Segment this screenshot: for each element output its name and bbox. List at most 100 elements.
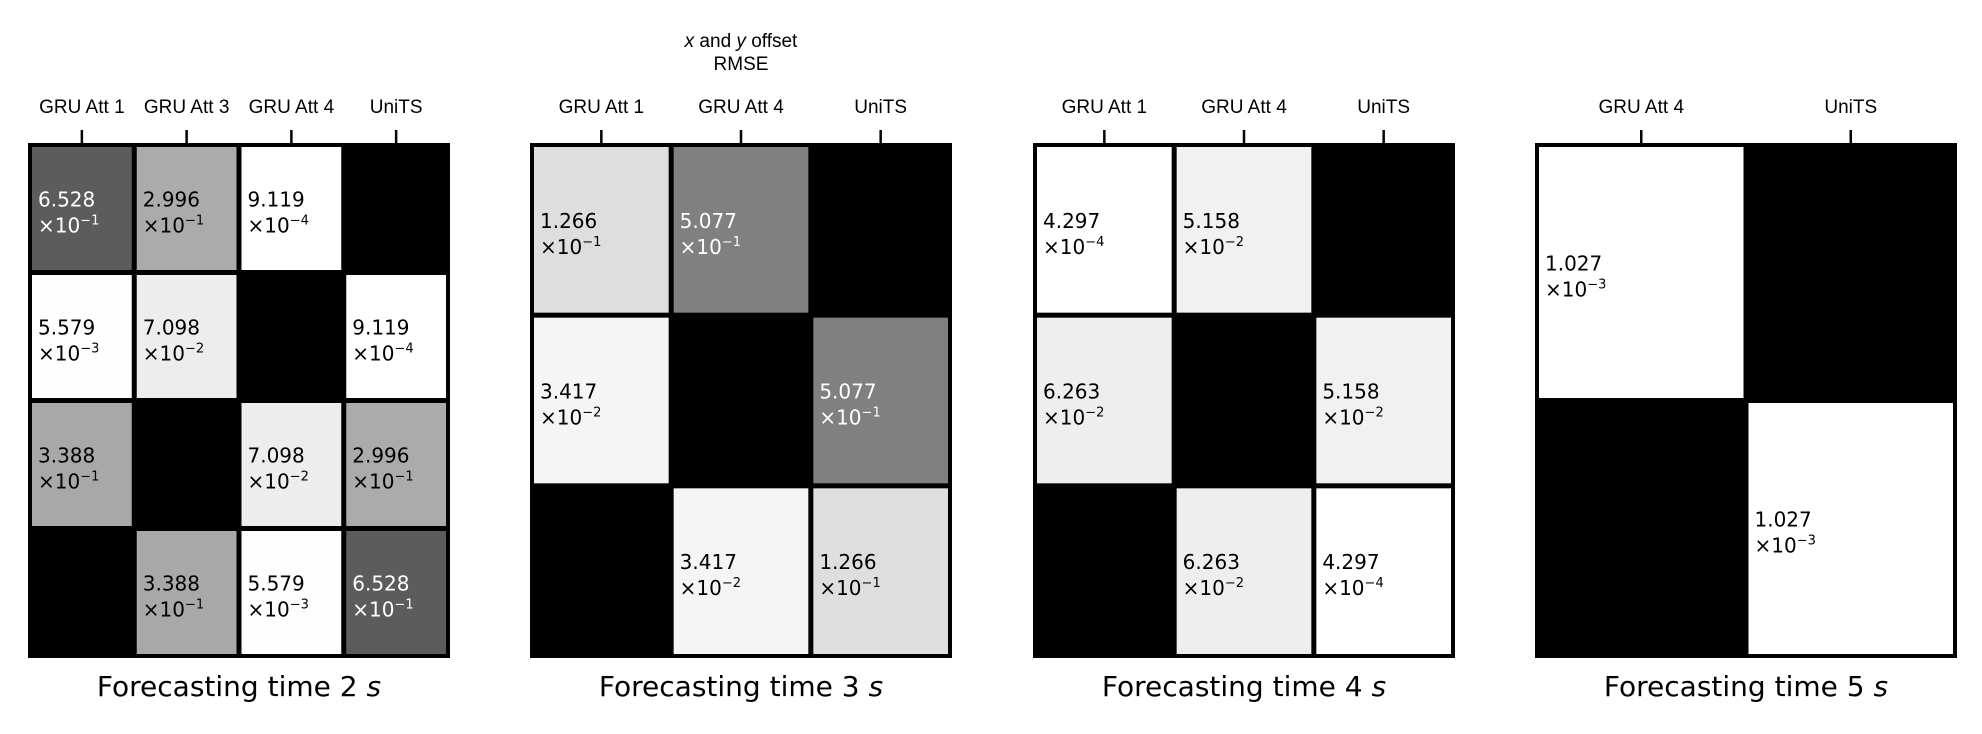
cell-value-mantissa: 1.266 bbox=[819, 550, 876, 574]
cell-value-mantissa: 2.996 bbox=[143, 188, 200, 212]
cell-value-mantissa: 5.158 bbox=[1322, 380, 1379, 404]
column-label: GRU Att 1 bbox=[1062, 97, 1148, 118]
cell-value-mantissa: 6.528 bbox=[352, 572, 409, 596]
heatmap-cell bbox=[534, 147, 669, 313]
cell-value-mantissa: 4.297 bbox=[1322, 550, 1379, 574]
heatmap-cell bbox=[32, 147, 132, 270]
heatmap-panels: GRU Att 1 GRU Att 3 GRU Att 4 UniTS6.528×10… bbox=[28, 97, 1957, 703]
cell-value-exponent: ×10−3 bbox=[248, 598, 309, 622]
heatmap-cell bbox=[346, 403, 446, 526]
heatmap-cell bbox=[534, 317, 669, 484]
cell-value-mantissa: 9.119 bbox=[248, 188, 305, 212]
heatmap-cell bbox=[1037, 147, 1172, 313]
cell-value-exponent: ×10−4 bbox=[1322, 576, 1383, 600]
heatmap-cell bbox=[1176, 488, 1312, 654]
cell-value-exponent: ×10−2 bbox=[1183, 576, 1244, 600]
cell-value-mantissa: 3.417 bbox=[680, 550, 737, 574]
cell-value-mantissa: 6.263 bbox=[1183, 550, 1240, 574]
panel-title: Forecasting time 2 s bbox=[97, 670, 381, 703]
cell-value-mantissa: 1.027 bbox=[1755, 508, 1812, 532]
column-label: GRU Att 1 bbox=[559, 97, 645, 118]
panel-title: Forecasting time 4 s bbox=[1102, 670, 1386, 703]
cell-value-exponent: ×10−3 bbox=[1545, 278, 1606, 302]
cell-value-exponent: ×10−4 bbox=[1043, 235, 1104, 259]
heatmap-cell bbox=[813, 317, 948, 484]
heatmap-cell bbox=[673, 488, 809, 654]
cell-value-exponent: ×10−1 bbox=[143, 598, 204, 622]
heatmap-cell bbox=[813, 488, 948, 654]
cell-value-exponent: ×10−1 bbox=[680, 235, 741, 259]
heatmap-cell bbox=[241, 147, 342, 270]
heatmap-cell bbox=[346, 275, 446, 398]
heatmap-cell bbox=[673, 147, 809, 313]
heatmap-cell bbox=[1316, 488, 1451, 654]
cell-value-mantissa: 2.996 bbox=[352, 444, 409, 468]
cell-value-mantissa: 6.263 bbox=[1043, 380, 1100, 404]
heatmap-cell bbox=[32, 275, 132, 398]
figure-title-x: x bbox=[684, 31, 696, 52]
heatmap-cell bbox=[1748, 403, 1953, 654]
cell-value-exponent: ×10−2 bbox=[143, 342, 204, 366]
cell-value-exponent: ×10−2 bbox=[1322, 406, 1383, 430]
heatmap-panel-1: GRU Att 1 GRU Att 3 GRU Att 4 UniTS6.528×10… bbox=[28, 97, 450, 703]
column-label: GRU Att 4 bbox=[698, 97, 784, 118]
column-label: GRU Att 4 bbox=[249, 97, 335, 118]
heatmap-cell bbox=[1316, 317, 1451, 484]
cell-value-exponent: ×10−3 bbox=[1755, 534, 1816, 558]
cell-value-exponent: ×10−1 bbox=[352, 598, 413, 622]
cell-value-exponent: ×10−1 bbox=[819, 576, 880, 600]
column-label: UniTS bbox=[370, 97, 423, 118]
heatmap-panel-2: GRU Att 1 GRU Att 4 UniTS1.266×10−15.077×1… bbox=[530, 97, 952, 703]
cell-value-mantissa: 9.119 bbox=[352, 316, 409, 340]
cell-value-mantissa: 5.077 bbox=[680, 209, 737, 233]
cell-value-exponent: ×10−1 bbox=[352, 470, 413, 494]
column-label: UniTS bbox=[854, 97, 907, 118]
cell-value-mantissa: 6.528 bbox=[38, 188, 95, 212]
cell-value-exponent: ×10−1 bbox=[819, 406, 880, 430]
cell-value-exponent: ×10−2 bbox=[1043, 406, 1104, 430]
cell-value-mantissa: 3.417 bbox=[540, 380, 597, 404]
heatmap-cell bbox=[136, 531, 237, 654]
heatmap-cell bbox=[1176, 147, 1312, 313]
cell-value-exponent: ×10−1 bbox=[38, 214, 99, 238]
heatmap-cell bbox=[241, 531, 342, 654]
heatmap-cell bbox=[1037, 317, 1172, 484]
cell-value-exponent: ×10−1 bbox=[540, 235, 601, 259]
cell-value-exponent: ×10−1 bbox=[143, 214, 204, 238]
cell-value-mantissa: 3.388 bbox=[143, 572, 200, 596]
cell-value-mantissa: 5.579 bbox=[248, 572, 305, 596]
cell-value-exponent: ×10−2 bbox=[1183, 235, 1244, 259]
cell-value-exponent: ×10−2 bbox=[680, 576, 741, 600]
heatmap-panel-4: GRU Att 4 UniTS1.027×10−31.027×10−3Foreca… bbox=[1535, 97, 1957, 703]
heatmap-cell bbox=[1539, 147, 1744, 398]
cell-value-mantissa: 5.158 bbox=[1183, 209, 1240, 233]
cell-value-exponent: ×10−2 bbox=[248, 470, 309, 494]
cell-value-mantissa: 5.077 bbox=[819, 380, 876, 404]
heatmap-cell bbox=[346, 531, 446, 654]
figure-title-line1: x and y offset bbox=[684, 31, 798, 52]
panel-title: Forecasting time 3 s bbox=[599, 670, 883, 703]
heatmap-panel-3: GRU Att 1 GRU Att 4 UniTS4.297×10−45.158×1… bbox=[1033, 97, 1455, 703]
panel-title: Forecasting time 5 s bbox=[1604, 670, 1888, 703]
cell-value-mantissa: 5.579 bbox=[38, 316, 95, 340]
cell-value-exponent: ×10−3 bbox=[38, 342, 99, 366]
column-label: UniTS bbox=[1824, 97, 1877, 118]
column-label: GRU Att 1 bbox=[39, 97, 125, 118]
cell-value-exponent: ×10−2 bbox=[540, 406, 601, 430]
heatmap-cell bbox=[241, 403, 342, 526]
heatmap-cell bbox=[136, 275, 237, 398]
figure-title-and: and bbox=[694, 31, 736, 52]
figure-title-y: y bbox=[734, 31, 747, 52]
figure-title-line2: RMSE bbox=[714, 54, 769, 75]
cell-value-mantissa: 1.266 bbox=[540, 209, 597, 233]
cell-value-exponent: ×10−1 bbox=[38, 470, 99, 494]
heatmap-cell bbox=[32, 403, 132, 526]
figure-title-rest: offset bbox=[746, 31, 798, 52]
cell-value-mantissa: 3.388 bbox=[38, 444, 95, 468]
column-label: GRU Att 4 bbox=[1598, 97, 1684, 118]
cell-value-mantissa: 4.297 bbox=[1043, 209, 1100, 233]
cell-value-exponent: ×10−4 bbox=[352, 342, 413, 366]
column-label: UniTS bbox=[1357, 97, 1410, 118]
cell-value-mantissa: 1.027 bbox=[1545, 252, 1602, 276]
